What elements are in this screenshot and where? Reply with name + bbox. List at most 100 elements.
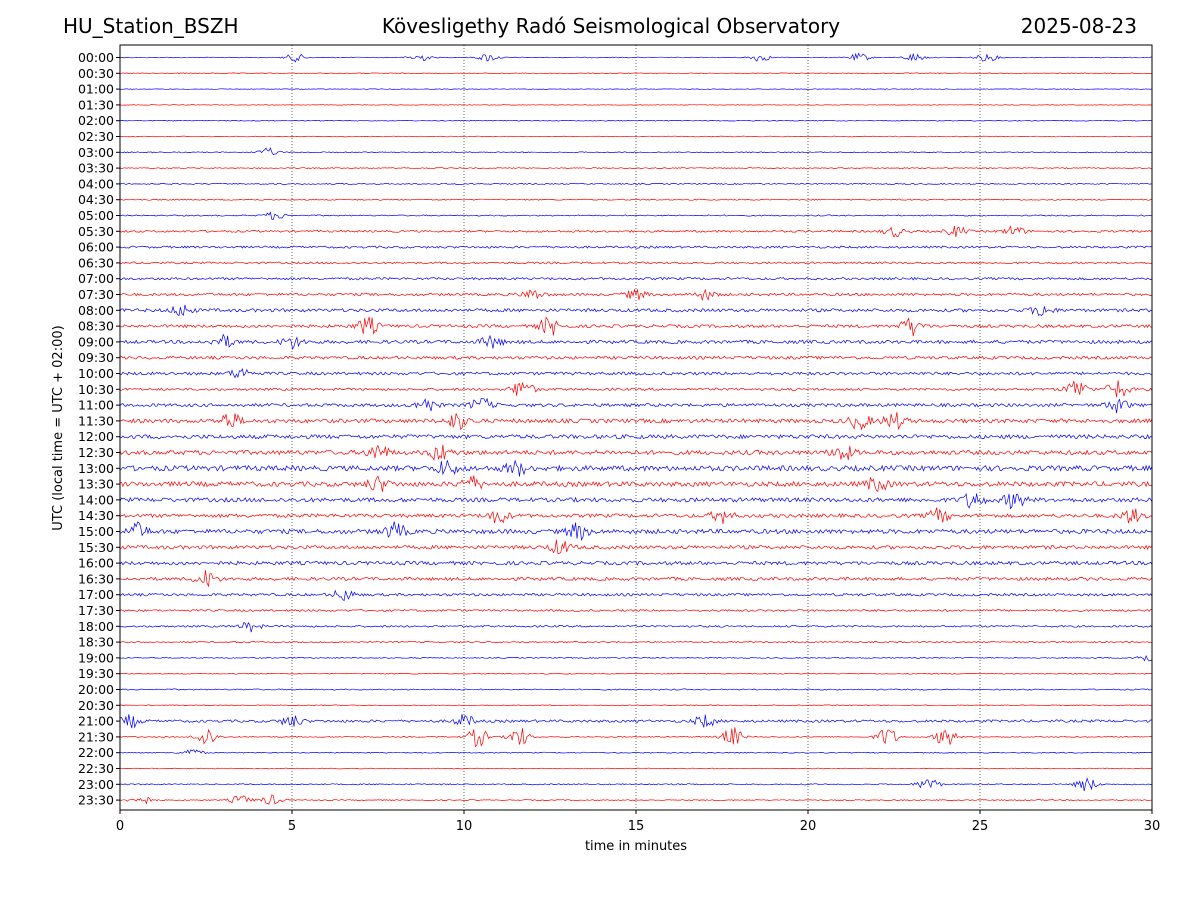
y-tick-label: 08:00 [78, 303, 114, 318]
y-tick-label: 09:00 [78, 334, 114, 349]
y-tick-label: 04:00 [78, 176, 114, 191]
seismic-trace [119, 714, 1152, 729]
date-label: 2025-08-23 [1020, 14, 1137, 38]
y-tick-label: 05:00 [78, 208, 114, 223]
x-tick-label: 0 [116, 819, 124, 834]
seismic-trace [119, 261, 1153, 265]
seismic-trace [119, 88, 1153, 90]
y-tick-label: 11:00 [78, 398, 114, 413]
seismic-trace [119, 704, 1153, 707]
y-tick-label: 16:30 [78, 571, 114, 586]
seismic-trace [119, 225, 1153, 238]
seismic-trace [119, 198, 1153, 201]
seismic-trace [119, 640, 1153, 644]
y-tick-label: 06:30 [78, 255, 114, 270]
seismic-trace [119, 589, 1153, 602]
y-tick-label: 21:00 [78, 714, 114, 729]
y-tick-label: 20:00 [78, 682, 114, 697]
y-tick-label: 14:00 [78, 492, 114, 507]
observatory-title: Kövesligethy Radó Seismological Observat… [381, 14, 841, 38]
y-tick-label: 05:30 [78, 224, 114, 239]
plot-frame [119, 44, 1153, 811]
y-tick-labels: 00:0000:3001:0001:3002:0002:3003:0003:30… [78, 50, 120, 808]
seismic-trace [119, 147, 1153, 156]
seismic-trace [119, 672, 1153, 675]
y-tick-label: 08:30 [78, 319, 114, 334]
seismic-trace [119, 655, 1153, 662]
y-tick-label: 02:30 [78, 129, 114, 144]
seismic-trace [119, 412, 1153, 431]
y-tick-label: 14:30 [78, 508, 114, 523]
seismic-trace [119, 688, 1153, 691]
y-tick-label: 18:00 [78, 619, 114, 634]
seismic-trace [120, 777, 1153, 792]
y-tick-label: 22:00 [78, 745, 114, 760]
y-tick-label: 10:30 [78, 382, 114, 397]
y-tick-label: 13:00 [78, 461, 114, 476]
y-tick-label: 03:00 [78, 145, 114, 160]
seismic-trace [119, 521, 1153, 542]
y-tick-label: 19:30 [78, 666, 114, 681]
seismic-trace [119, 444, 1153, 462]
y-tick-label: 15:00 [78, 524, 114, 539]
y-tick-label: 02:00 [78, 113, 114, 128]
seismic-trace [119, 182, 1153, 185]
y-tick-label: 23:30 [78, 793, 114, 808]
y-tick-label: 07:00 [78, 271, 114, 286]
seismic-trace [119, 794, 1152, 805]
seismic-trace [119, 119, 1153, 122]
y-tick-label: 01:00 [78, 82, 114, 97]
y-tick-label: 00:00 [78, 50, 114, 65]
y-tick-label: 16:00 [78, 556, 114, 571]
x-tick-label: 5 [288, 819, 296, 834]
y-tick-label: 17:30 [78, 603, 114, 618]
seismic-trace [119, 570, 1153, 588]
y-tick-label: 22:30 [78, 761, 114, 776]
seismic-trace [119, 621, 1153, 633]
seismic-trace [120, 288, 1152, 301]
trace-group [119, 52, 1153, 805]
y-tick-label: 11:30 [78, 413, 114, 428]
y-tick-label: 23:00 [78, 777, 114, 792]
seismic-trace [119, 749, 1152, 755]
seismic-trace [119, 167, 1152, 170]
seismic-trace [120, 767, 1153, 770]
seismic-trace [119, 560, 1153, 566]
x-tick-label: 15 [628, 819, 645, 834]
y-tick-label: 07:30 [78, 287, 114, 302]
seismic-trace [119, 316, 1153, 337]
seismic-trace [119, 460, 1153, 477]
y-tick-label: 17:00 [78, 587, 114, 602]
y-tick-label: 10:00 [78, 366, 114, 381]
seismic-trace [120, 380, 1153, 398]
x-tick-label: 10 [456, 819, 473, 834]
seismic-trace [120, 433, 1153, 440]
y-tick-label: 09:30 [78, 350, 114, 365]
y-tick-label: 18:30 [78, 635, 114, 650]
seismic-trace [119, 245, 1153, 249]
y-tick-label: 20:30 [78, 698, 114, 713]
x-axis-label: time in minutes [585, 839, 687, 854]
seismic-trace [119, 304, 1153, 317]
plot-background [120, 45, 1152, 810]
y-tick-label: 15:30 [78, 540, 114, 555]
seismic-trace [119, 368, 1153, 379]
y-tick-label: 21:30 [78, 729, 114, 744]
seismic-trace [119, 52, 1152, 63]
x-tick-label: 20 [800, 819, 817, 834]
y-tick-label: 00:30 [78, 66, 114, 81]
seismic-trace [119, 355, 1153, 360]
seismic-trace [119, 397, 1153, 414]
x-tick-label: 30 [1144, 819, 1161, 834]
y-tick-label: 12:00 [78, 429, 114, 444]
y-tick-label: 13:30 [78, 477, 114, 492]
x-tick-label: 25 [972, 819, 989, 834]
y-tick-label: 12:30 [78, 445, 114, 460]
seismic-trace [119, 507, 1153, 525]
seismic-trace [119, 609, 1152, 612]
seismic-trace [119, 211, 1153, 220]
y-tick-label: 04:30 [78, 192, 114, 207]
x-ticks: 0 5 10 15 20 25 30 [116, 810, 1160, 834]
seismic-trace [119, 333, 1153, 351]
